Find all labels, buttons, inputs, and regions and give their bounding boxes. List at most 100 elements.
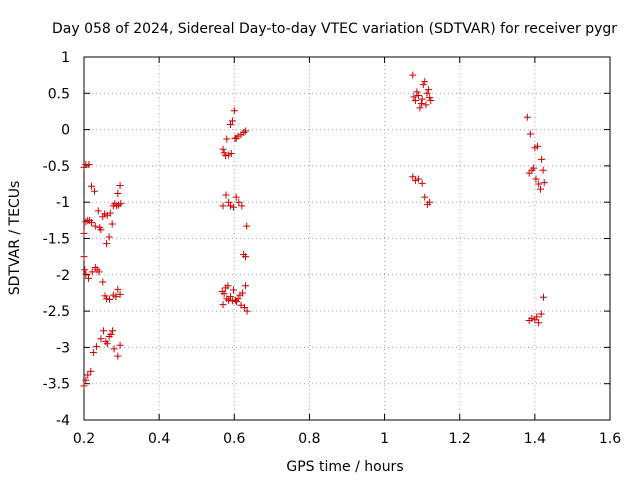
- data-point: [242, 282, 250, 290]
- grid: [84, 57, 610, 420]
- data-point: [103, 295, 111, 303]
- data-point: [80, 229, 88, 237]
- data-point: [89, 348, 97, 356]
- data-point: [532, 175, 540, 183]
- y-tick-label: 1: [61, 50, 70, 66]
- data-point: [425, 86, 433, 94]
- data-point: [114, 285, 122, 293]
- data-point: [538, 155, 546, 163]
- data-point: [80, 253, 88, 261]
- y-tick-label: -3.5: [43, 377, 70, 393]
- axis-ticks: [83, 56, 611, 421]
- data-point: [535, 319, 543, 327]
- data-point: [414, 91, 422, 99]
- data-point: [117, 200, 125, 208]
- data-point: [223, 135, 231, 143]
- data-point: [410, 93, 418, 101]
- data-point: [97, 226, 105, 234]
- data-point: [232, 193, 240, 201]
- data-point: [533, 313, 541, 321]
- data-point: [417, 99, 425, 107]
- y-tick-label: -1.5: [43, 232, 70, 248]
- data-point: [530, 164, 538, 172]
- data-point: [224, 282, 232, 290]
- data-point: [220, 149, 228, 157]
- data-point: [539, 293, 547, 301]
- y-tick-label: -4: [56, 413, 70, 429]
- data-point: [219, 145, 227, 153]
- y-tick-label: -2.5: [43, 304, 70, 320]
- data-point: [240, 303, 248, 311]
- data-point: [116, 290, 124, 298]
- data-point: [82, 270, 90, 278]
- data-point: [82, 218, 90, 226]
- x-tick-label: 1: [380, 431, 389, 447]
- data-point: [427, 97, 435, 105]
- data-point: [526, 130, 534, 138]
- data-point: [423, 89, 431, 97]
- data-point: [87, 367, 95, 375]
- data-point: [230, 203, 238, 211]
- y-axis-title: SDTVAR / TECUs: [7, 181, 23, 296]
- data-point: [103, 340, 111, 348]
- data-point: [84, 371, 92, 379]
- data-point: [540, 179, 548, 187]
- data-point: [97, 335, 105, 343]
- data-point: [528, 314, 536, 322]
- data-point: [116, 341, 124, 349]
- data-point: [108, 220, 116, 228]
- data-point: [106, 209, 114, 217]
- x-tick-label: 0.6: [223, 431, 245, 447]
- data-point: [409, 173, 417, 181]
- data-point: [103, 240, 111, 248]
- data-point: [107, 330, 115, 338]
- data-point: [242, 127, 250, 135]
- data-point: [114, 189, 122, 197]
- x-tick-labels: 0.2 0.4 0.6 0.8 1 1.2 1.4 1.6: [73, 431, 621, 447]
- data-point: [422, 101, 430, 109]
- data-point: [414, 175, 422, 183]
- x-tick-label: 1.6: [599, 431, 621, 447]
- data-point: [110, 345, 118, 353]
- y-tick-label: -3: [56, 340, 70, 356]
- data-point: [227, 121, 235, 129]
- data-point: [228, 117, 236, 125]
- data-point: [225, 198, 233, 206]
- data-point: [234, 295, 242, 303]
- data-point: [421, 193, 429, 201]
- data-point: [418, 179, 426, 187]
- data-point: [227, 293, 235, 301]
- data-point: [426, 198, 434, 206]
- data-point: [220, 290, 228, 298]
- data-point: [243, 222, 251, 230]
- data-point: [416, 104, 424, 112]
- data-point: [238, 202, 246, 210]
- data-point: [225, 296, 233, 304]
- x-tick-label: 1.4: [524, 431, 546, 447]
- data-point: [230, 107, 238, 115]
- data-point: [536, 185, 544, 193]
- data-point: [82, 376, 90, 384]
- data-point: [227, 202, 235, 210]
- data-point: [100, 327, 108, 335]
- data-point: [106, 295, 114, 303]
- x-tick-label: 0.8: [298, 431, 320, 447]
- data-point: [234, 132, 242, 140]
- data-point: [411, 97, 419, 105]
- data-point: [411, 176, 419, 184]
- data-point: [418, 95, 426, 103]
- y-tick-label: -0.5: [43, 159, 70, 175]
- y-tick-label: -2: [56, 268, 70, 284]
- data-point: [91, 222, 99, 230]
- y-tick-label: -1: [56, 195, 70, 211]
- x-tick-label: 0.2: [73, 431, 95, 447]
- data-point: [426, 94, 434, 102]
- plot-frame: [83, 56, 611, 421]
- data-point: [85, 274, 93, 282]
- data-point: [109, 327, 117, 335]
- data-point: [230, 286, 238, 294]
- x-tick-label: 1.2: [449, 431, 471, 447]
- data-point: [535, 180, 543, 188]
- data-point: [421, 78, 429, 86]
